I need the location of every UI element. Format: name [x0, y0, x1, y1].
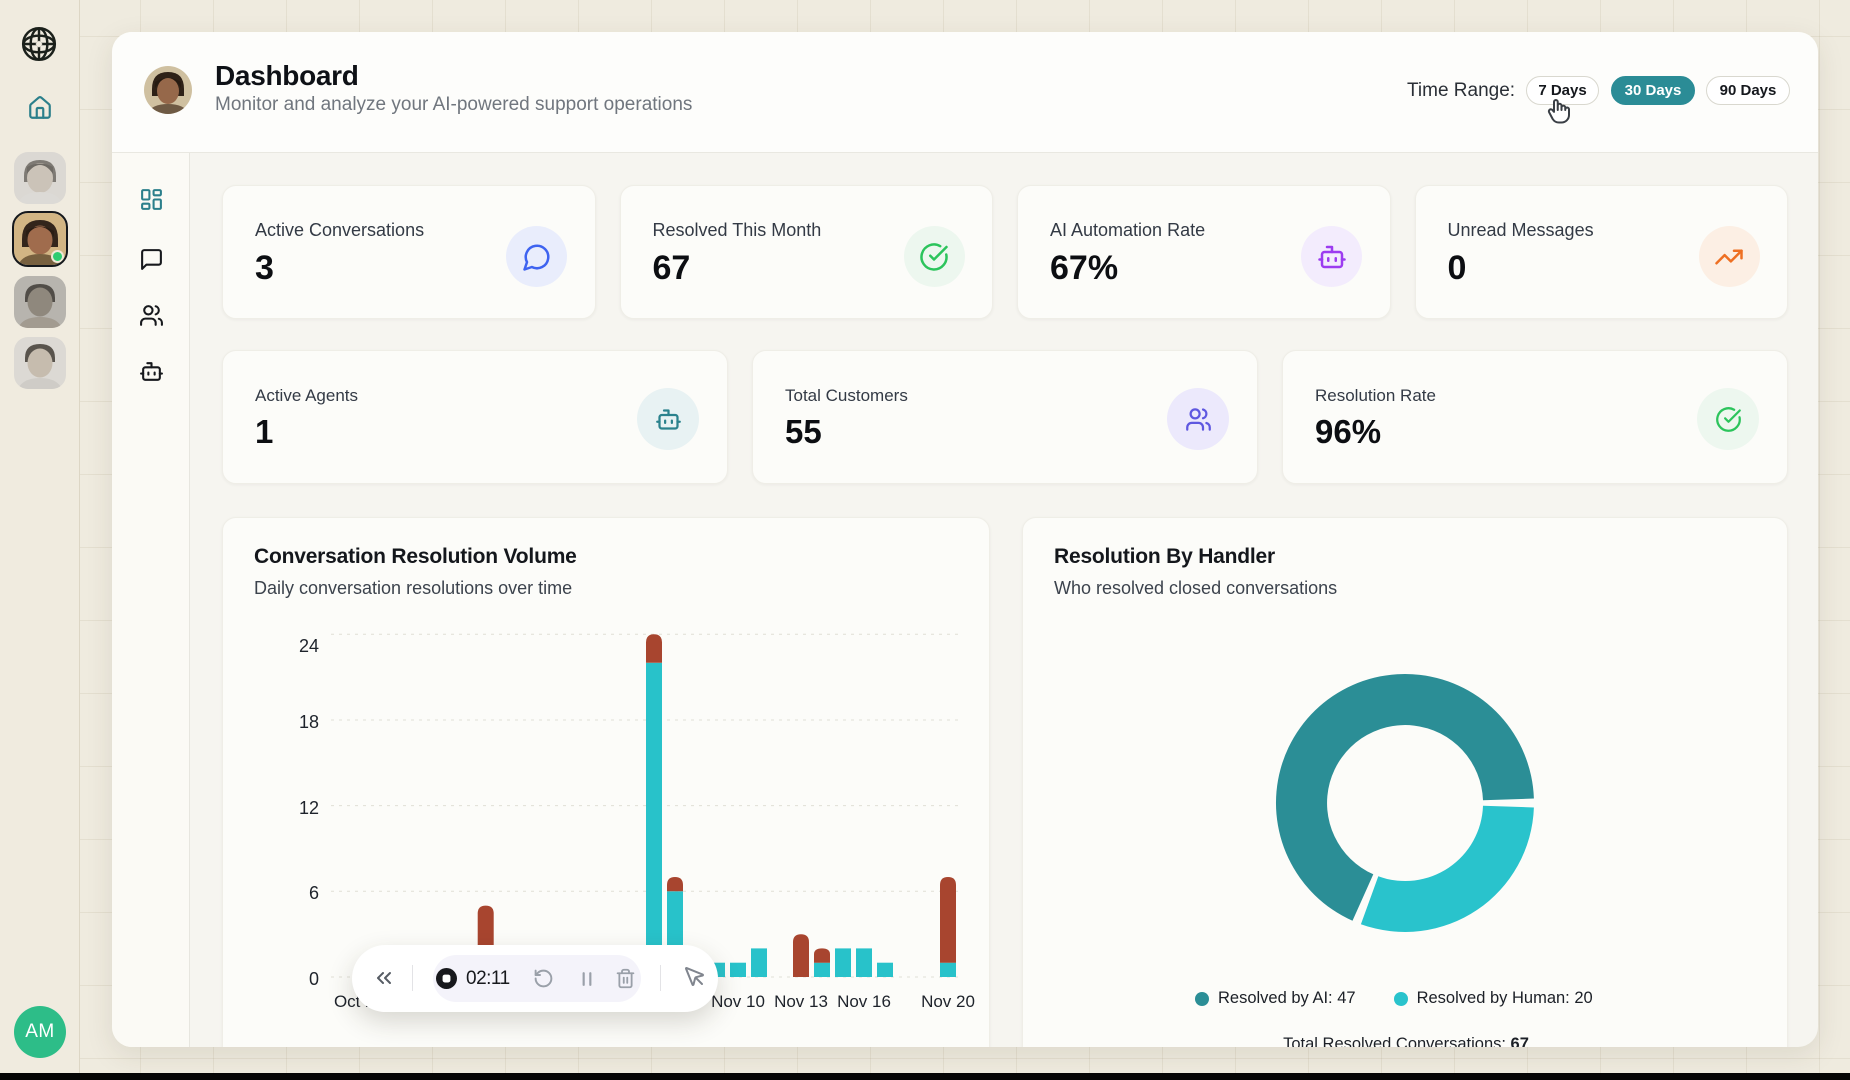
- svg-text:Nov 16: Nov 16: [837, 992, 891, 1011]
- svg-text:0: 0: [309, 969, 319, 989]
- svg-text:12: 12: [299, 798, 319, 818]
- svg-text:6: 6: [309, 883, 319, 903]
- svg-text:Nov 10: Nov 10: [711, 992, 765, 1011]
- svg-text:Nov 20: Nov 20: [921, 992, 975, 1011]
- svg-text:18: 18: [299, 712, 319, 732]
- svg-text:Nov 13: Nov 13: [774, 992, 828, 1011]
- svg-text:24: 24: [299, 636, 319, 656]
